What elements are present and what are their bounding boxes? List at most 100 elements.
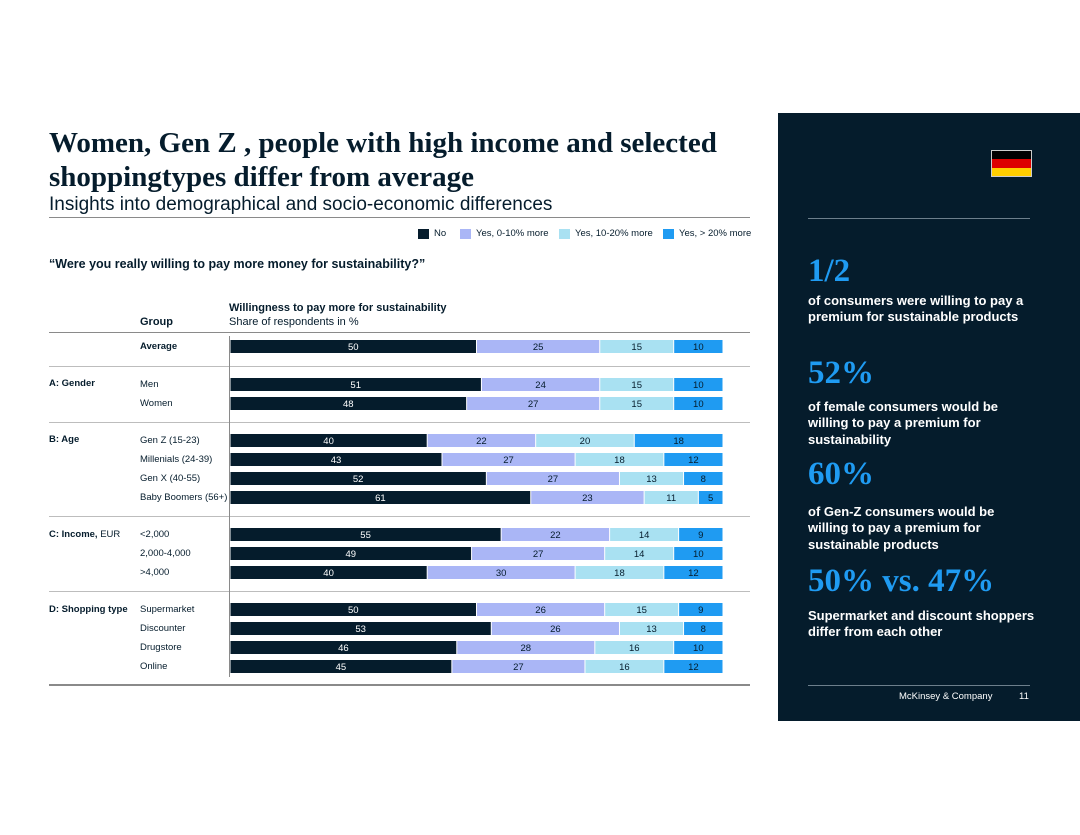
bar-value-label: 43 [331,455,342,466]
stat-value-genz: 60% [808,456,874,492]
bar-value-label: 40 [323,436,334,447]
row-label: Gen X (40-55) [140,473,201,484]
bar-segment [486,472,619,485]
section-label-age: B: Age [49,434,80,445]
bar-segment [427,434,536,447]
bar-value-label: 18 [614,455,625,466]
bar-value-label: 10 [693,380,704,391]
row-label: >4,000 [140,567,170,578]
stat-text-shoppers: Supermarket and discount shoppers differ… [808,608,1035,640]
bar-segment [230,491,531,504]
bar-value-label: 26 [535,605,546,616]
flag-stripe-red [992,159,1031,168]
bar-segment [481,378,600,391]
chart-legend: No Yes, 0-10% more Yes, 10-20% more Yes,… [418,228,758,240]
bar-value-label: 27 [503,455,514,466]
bar-segment [467,397,600,410]
stat-text-genz: of Gen-Z consumers would be willing to p… [808,504,995,552]
bar-value-label: 15 [631,342,642,353]
legend-swatch-no [418,229,429,239]
bar-value-label: 45 [336,662,347,673]
bar-value-label: 15 [631,380,642,391]
stat-text-female: of female consumers would be willing to … [808,399,998,447]
bar-segment [674,340,723,353]
legend-label-10-20: Yes, 10-20% more [575,228,653,239]
bar-segment [230,340,476,353]
bar-value-label: 14 [639,530,650,541]
bar-segment [679,603,723,616]
bar-segment [230,397,467,410]
bar-value-label: 5 [708,493,713,504]
row-label: Women [140,398,173,409]
bar-value-label: 52 [353,474,364,485]
bar-segment [605,547,674,560]
bar-segment [230,528,501,541]
bar-value-label: 9 [698,530,703,541]
bar-segment [674,378,723,391]
row-label: Drugstore [140,642,182,653]
bar-segment [674,547,723,560]
flag-stripe-gold [992,167,1031,176]
bar-segment [230,622,491,635]
panel-footer-divider [808,685,1030,686]
legend-label-no: No [434,228,447,239]
row-label: Online [140,661,168,672]
bar-segment [230,660,452,673]
section-label-income: C: Income, EUR [49,529,120,541]
bar-value-label: 40 [323,568,334,579]
bar-segment [230,453,442,466]
bar-value-label: 12 [688,455,699,466]
row-label: Supermarket [140,604,195,615]
stat-value-shoppers: 50% vs. 47% [808,563,995,599]
bar-value-label: 53 [355,624,366,635]
legend-label-0-10: Yes, 0-10% more [476,228,549,239]
bar-segment [644,491,698,504]
row-label: Average [140,341,178,352]
bar-value-label: 11 [666,493,676,504]
bar-segment [457,641,595,654]
page-number: 11 [1019,691,1029,702]
bar-segment [634,434,723,447]
bar-value-label: 10 [693,643,704,654]
bar-value-label: 26 [550,624,561,635]
bar-value-label: 48 [343,399,354,410]
group-separator [49,422,750,423]
bar-value-label: 18 [614,568,625,579]
section-label-shopping: D: Shopping type [49,604,128,615]
section-label-income-text: C: Income, [49,529,98,540]
bar-value-label: 12 [688,568,699,579]
bar-value-label: 25 [533,342,544,353]
bar-segment [600,340,674,353]
bar-value-label: 15 [631,399,642,410]
bar-segment [664,660,723,673]
bar-value-label: 61 [375,493,386,504]
bar-segment [230,434,427,447]
bar-value-label: 50 [348,605,359,616]
bar-segment [585,660,664,673]
group-separator [49,366,750,367]
row-label: Baby Boomers (56+) [140,492,228,503]
bar-segment [619,472,684,485]
bar-segment [664,566,723,579]
bar-value-label: 8 [701,624,706,635]
bar-segment [230,547,472,560]
bar-value-label: 16 [629,643,640,654]
bar-value-label: 20 [580,436,591,447]
bar-value-label: 10 [693,342,704,353]
bar-segment [674,641,723,654]
bar-value-label: 18 [673,436,684,447]
bar-value-label: 30 [496,568,507,579]
bar-value-label: 51 [350,380,361,391]
bar-value-label: 8 [701,474,706,485]
survey-question: “Were you really willing to pay more mon… [49,257,426,271]
bar-value-label: 13 [646,624,657,635]
bar-segment [610,528,679,541]
stat-value-female: 52% [808,355,874,391]
bar-segment [536,434,634,447]
bar-segment [452,660,585,673]
bar-segment [230,566,427,579]
bar-value-label: 13 [646,474,657,485]
group-separator [49,591,750,592]
bar-value-label: 16 [619,662,630,673]
legend-swatch-10-20 [559,229,570,239]
